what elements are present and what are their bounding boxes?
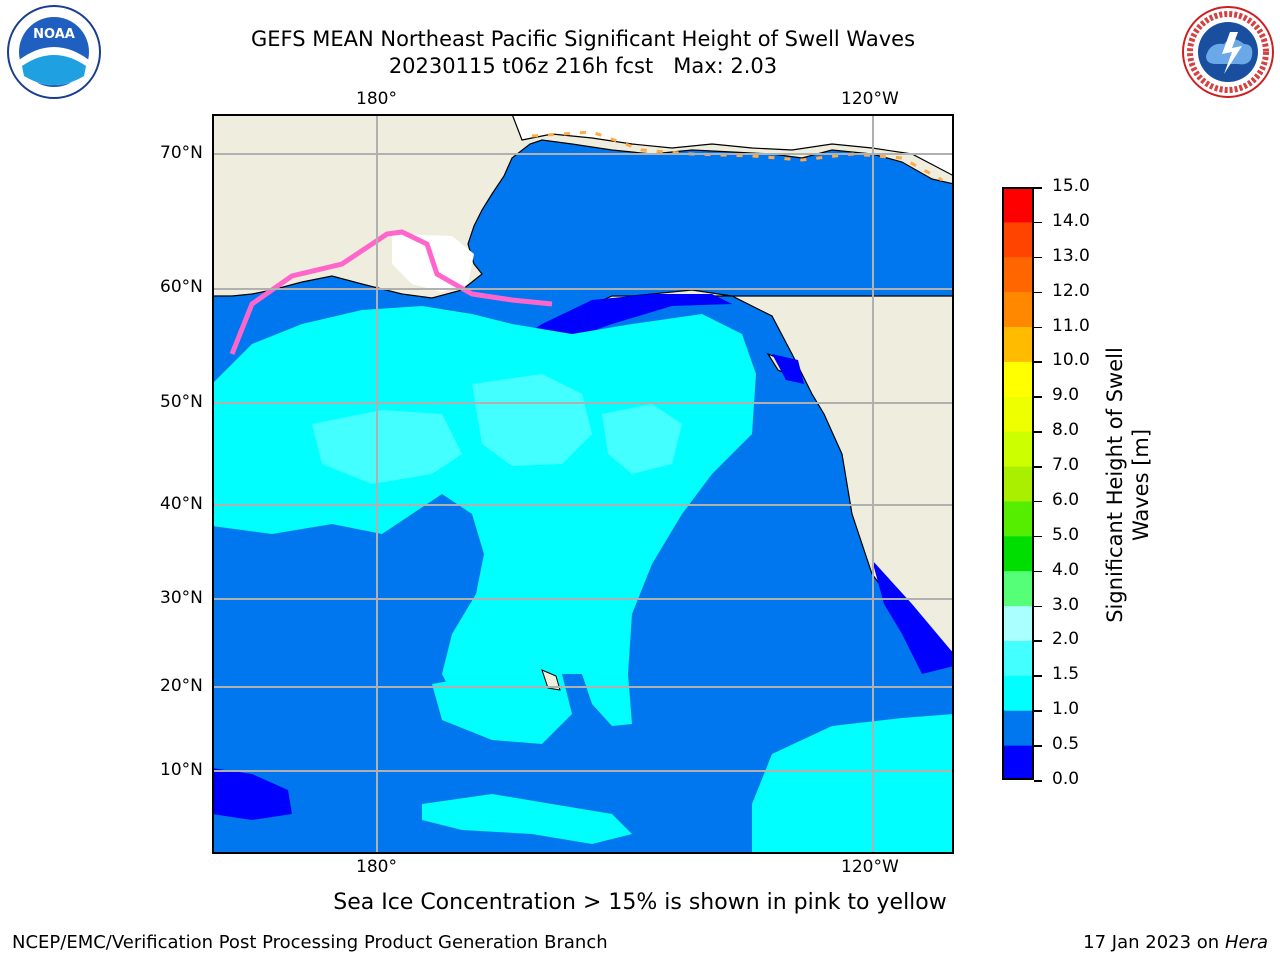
colorbar-cell-3 (1002, 640, 1034, 676)
colorbar-cell-14 (1002, 256, 1034, 293)
lon-label-top-180: 180° (356, 89, 397, 109)
colorbar-tick-mark (1034, 466, 1042, 468)
colorbar-tick-mark (1034, 710, 1042, 712)
colorbar-tick-label: 7.0 (1052, 455, 1080, 476)
noaa-logo: NOAA (7, 5, 101, 99)
colorbar-tick-mark (1034, 675, 1042, 677)
colorbar-tick-label: 0.0 (1052, 769, 1080, 789)
lon-label-bottom-120w: 120°W (841, 857, 899, 877)
footer-date: 17 Jan 2023 on (1083, 932, 1225, 953)
colorbar-cell-11 (1002, 361, 1034, 397)
colorbar-tick-label: 9.0 (1052, 385, 1080, 406)
nws-logo (1182, 6, 1274, 98)
colorbar-cell-1 (1002, 710, 1034, 746)
swell-height-map (212, 114, 954, 854)
colorbar-tick-label: 13.0 (1052, 245, 1090, 266)
lat-label-20n: 20°N (160, 676, 203, 696)
lat-label-40n: 40°N (160, 494, 203, 514)
lat-label-10n: 10°N (160, 760, 203, 780)
colorbar-cell-5 (1002, 570, 1034, 607)
colorbar-tick-mark (1034, 396, 1042, 398)
colorbar-cell-2 (1002, 675, 1034, 711)
title-line-2: 20230115 t06z 216h fcst Max: 2.03 (388, 54, 778, 78)
chart-title: GEFS MEAN Northeast Pacific Significant … (0, 26, 1166, 80)
lon-label-bottom-180: 180° (356, 857, 397, 877)
lat-label-70n: 70°N (160, 143, 203, 163)
sea-ice-note-text: Sea Ice Concentration > 15% is shown in … (333, 890, 947, 915)
sea-ice-edge-north (531, 130, 943, 182)
colorbar-cell-6 (1002, 535, 1034, 572)
graticule (212, 114, 954, 854)
colorbar-cell-9 (1002, 431, 1034, 467)
footer-left: NCEP/EMC/Verification Post Processing Pr… (12, 932, 608, 953)
colorbar-tick-mark (1034, 535, 1042, 538)
footer-machine: Hera (1224, 932, 1268, 953)
lat-label-50n: 50°N (160, 392, 203, 412)
colorbar-cell-8 (1002, 466, 1034, 502)
ocean-light-patch-3 (602, 404, 682, 474)
colorbar-tick-mark (1034, 605, 1042, 608)
colorbar-tick-mark (1034, 187, 1042, 189)
colorbar-tick-label: 1.0 (1052, 699, 1080, 720)
svg-text:NOAA: NOAA (33, 27, 75, 42)
colorbar-cell-4 (1002, 605, 1034, 641)
colorbar-tick-label: 5.0 (1052, 524, 1080, 545)
colorbar-label-line-1: Significant Height of Swell (1103, 347, 1127, 623)
colorbar-tick-label: 1.5 (1052, 664, 1080, 685)
colorbar-tick-mark (1034, 431, 1042, 433)
colorbar-tick-mark (1034, 745, 1042, 747)
colorbar-tick-mark (1034, 361, 1042, 363)
colorbar-tick-label: 2.0 (1052, 629, 1080, 650)
colorbar-tick-label: 4.0 (1052, 559, 1080, 580)
colorbar-tick-mark (1034, 500, 1042, 503)
colorbar-tick-mark (1034, 780, 1042, 782)
colorbar-cell-7 (1002, 500, 1034, 537)
sea-ice-edge (229, 229, 553, 355)
colorbar-tick-mark (1034, 256, 1042, 259)
ocean-darkblue-bc (772, 354, 804, 384)
map-border (212, 114, 954, 854)
title-line-1: GEFS MEAN Northeast Pacific Significant … (250, 27, 916, 51)
colorbar-cell-15 (1002, 221, 1034, 258)
colorbar-tick-label: 12.0 (1052, 280, 1090, 301)
colorbar-tick-mark (1034, 291, 1042, 294)
ocean-cyan-hawaii (432, 670, 572, 744)
colorbar-label-line-2: Waves [m] (1129, 428, 1153, 542)
colorbar-tick-label: 11.0 (1052, 315, 1090, 336)
colorbar-cell-16 (1002, 187, 1034, 223)
colorbar-tick-label: 10.0 (1052, 350, 1090, 371)
lat-label-30n: 30°N (160, 588, 203, 608)
ocean-darkblue-sw (212, 768, 292, 820)
colorbar-tick-mark (1034, 221, 1042, 224)
arctic-sea (511, 114, 954, 177)
colorbar-cell-0 (1002, 745, 1034, 780)
colorbar (1002, 187, 1034, 780)
colorbar-cell-13 (1002, 291, 1034, 328)
lon-label-top-120w: 120°W (841, 89, 899, 109)
ocean-darkblue-baja (872, 560, 954, 674)
footer-right: 17 Jan 2023 on Hera (1083, 932, 1268, 953)
colorbar-tick-label: 8.0 (1052, 420, 1080, 441)
colorbar-tick-label: 6.0 (1052, 489, 1080, 510)
colorbar-tick-label: 0.5 (1052, 734, 1080, 755)
colorbar-tick-mark (1034, 326, 1042, 329)
colorbar-tick-mark (1034, 640, 1042, 642)
colorbar-label: Significant Height of Swell Waves [m] (1102, 347, 1154, 623)
ocean-light-patch-1 (312, 410, 462, 484)
colorbar-cell-12 (1002, 326, 1034, 362)
ocean-light-patch-2 (472, 374, 592, 466)
colorbar-cell-10 (1002, 396, 1034, 432)
colorbar-tick-label: 15.0 (1052, 176, 1090, 196)
land-hawaii (541, 669, 561, 691)
colorbar-tick-label: 3.0 (1052, 594, 1080, 615)
ocean-cyan-south-mid (422, 794, 632, 844)
sea-ice-note: Sea Ice Concentration > 15% is shown in … (0, 890, 1280, 915)
lat-label-60n: 60°N (160, 277, 203, 297)
colorbar-tick-mark (1034, 570, 1042, 573)
ocean-cyan-south-east (752, 714, 954, 854)
colorbar-tick-label: 14.0 (1052, 210, 1090, 231)
